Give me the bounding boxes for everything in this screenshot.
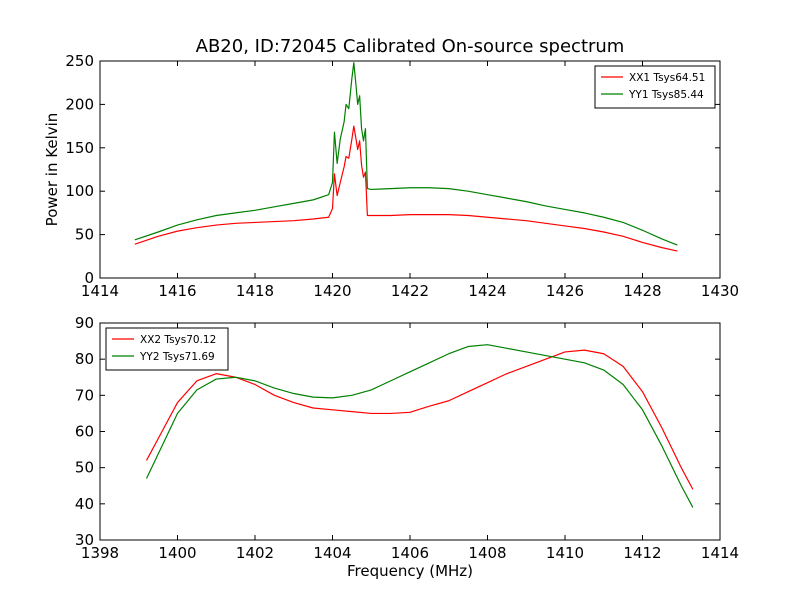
x-axis-title: Frequency (MHz) [347,562,473,580]
figure-title: AB20, ID:72045 Calibrated On-source spec… [196,36,625,57]
x-tick-label: 1406 [391,544,429,562]
x-tick-label: 1404 [313,544,351,562]
y-tick-label: 150 [65,139,94,157]
x-tick-label: 1400 [158,544,196,562]
series-line-1-1 [134,125,678,252]
y-tick-label: 250 [65,52,94,70]
x-tick-label: 1414 [701,544,739,562]
x-tick-label: 1428 [623,282,661,300]
x-tick-label: 1414 [81,282,119,300]
legend-label: YY1 Tsys85.44 [628,89,704,101]
top-panel: 1414 1416 1418 1420 1422 1424 1426 1428 1430 0 50 1… [43,52,739,300]
x-tick-label: 1408 [468,544,506,562]
y-tick-label: 50 [75,226,94,244]
y-tick-label: 90 [75,314,94,332]
x-tick-label: 1424 [468,282,506,300]
y-tick-label: 40 [75,495,94,513]
x-tick-label: 1412 [623,544,661,562]
legend: XX2 Tsys70.12 YY2 Tsys71.69 [105,327,229,371]
legend: XX1 Tsys64.51 YY1 Tsys85.44 [594,65,716,109]
x-tick-label: 1416 [158,282,196,300]
series-line-1-2 [134,62,678,246]
x-tick-label: 1426 [546,282,584,300]
y-tick-label: 30 [75,531,94,549]
y-tick-label: 100 [65,182,94,200]
series-line-2-2 [145,344,694,508]
x-tick-label: 1420 [313,282,351,300]
legend-label: XX1 Tsys64.51 [629,72,705,84]
y-tick-label: 0 [84,269,94,287]
y-tick-label: 200 [65,95,94,113]
legend-label: XX2 Tsys70.12 [140,334,216,346]
y-tick-label: 70 [75,386,94,404]
x-tick-label: 1422 [391,282,429,300]
bottom-panel: 1398 1400 1402 1404 1406 1408 1410 1412 1414 30 40… [75,314,739,580]
y-tick-label: 80 [75,350,94,368]
x-tick-label: 1398 [81,544,119,562]
x-tick-label: 1430 [701,282,739,300]
y-tick-label: 60 [75,423,94,441]
y-tick-label: 50 [75,459,94,477]
x-tick-label: 1418 [236,282,274,300]
x-tick-label: 1402 [236,544,274,562]
x-tick-label: 1410 [546,544,584,562]
y-axis-title: Power in Kelvin [43,113,61,227]
legend-label: YY2 Tsys71.69 [139,351,215,363]
